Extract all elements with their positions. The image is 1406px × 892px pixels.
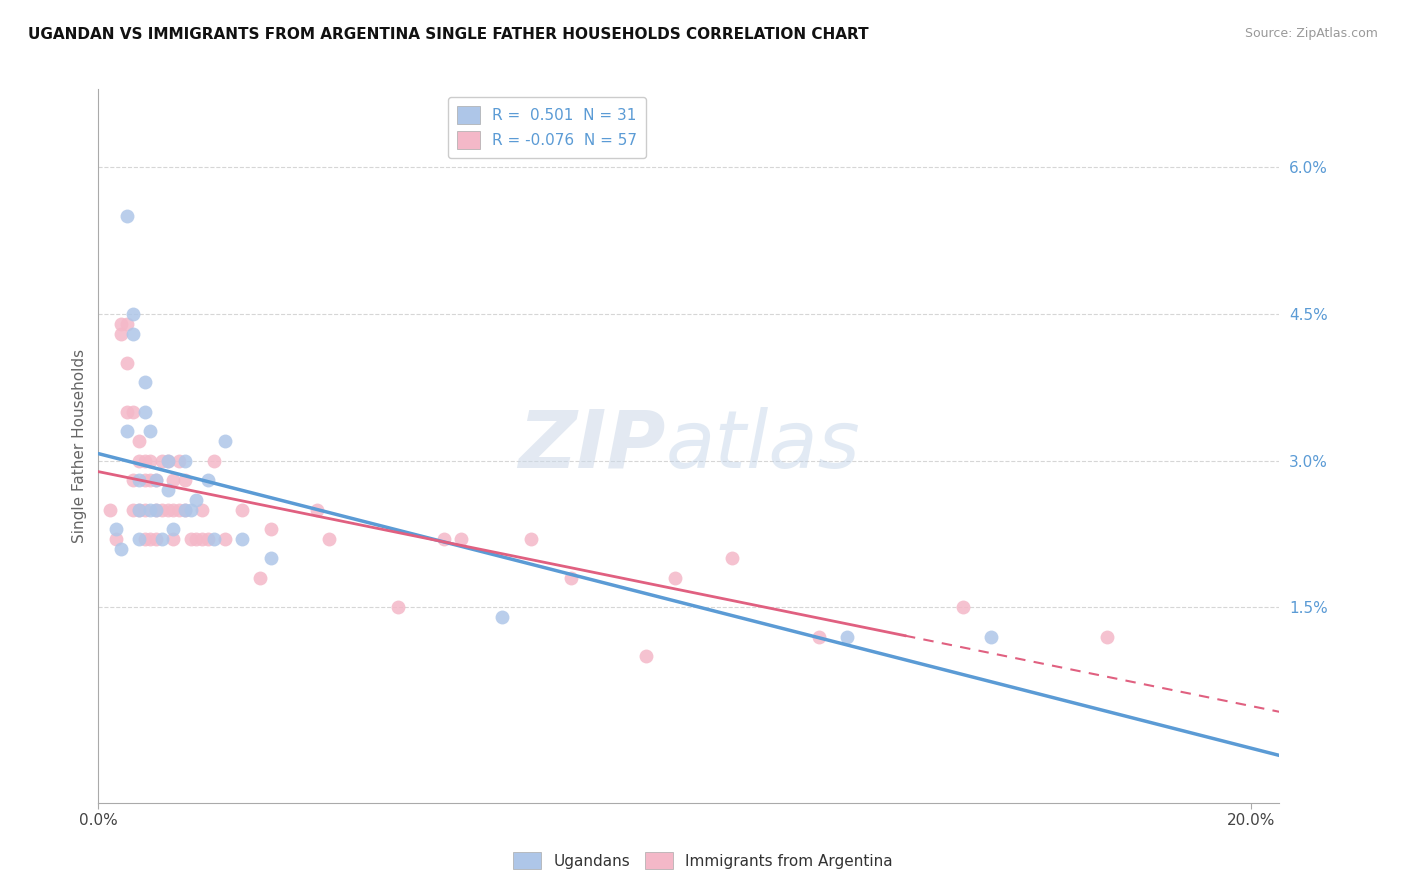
Point: [115, 317, 138, 331]
Point: [110, 541, 132, 556]
Point: [162, 473, 184, 487]
Point: [128, 502, 150, 516]
Point: [173, 473, 195, 487]
Point: [139, 532, 162, 546]
Point: [560, 571, 582, 585]
Point: [433, 532, 456, 546]
Point: [139, 502, 162, 516]
Point: [387, 600, 409, 615]
Point: [139, 473, 162, 487]
Y-axis label: Single Father Households: Single Father Households: [72, 349, 87, 543]
Point: [1095, 630, 1118, 644]
Point: [145, 473, 167, 487]
Point: [173, 453, 195, 467]
Point: [115, 209, 138, 223]
Legend: R =  0.501  N = 31, R = -0.076  N = 57: R = 0.501 N = 31, R = -0.076 N = 57: [449, 97, 647, 158]
Text: Source: ZipAtlas.com: Source: ZipAtlas.com: [1244, 27, 1378, 40]
Legend: Ugandans, Immigrants from Argentina: Ugandans, Immigrants from Argentina: [508, 846, 898, 875]
Point: [491, 610, 513, 624]
Point: [122, 326, 145, 341]
Point: [150, 532, 173, 546]
Point: [150, 502, 173, 516]
Point: [249, 571, 271, 585]
Point: [104, 522, 127, 536]
Point: [186, 532, 208, 546]
Point: [162, 522, 184, 536]
Point: [145, 502, 167, 516]
Point: [191, 502, 214, 516]
Point: [110, 326, 132, 341]
Point: [156, 483, 179, 497]
Point: [115, 405, 138, 419]
Point: [145, 502, 167, 516]
Point: [139, 453, 162, 467]
Point: [173, 502, 195, 516]
Point: [145, 532, 167, 546]
Point: [115, 425, 138, 439]
Text: ZIP: ZIP: [517, 407, 665, 485]
Point: [260, 522, 283, 536]
Point: [202, 453, 225, 467]
Point: [231, 502, 253, 516]
Point: [664, 571, 686, 585]
Point: [186, 492, 208, 507]
Point: [134, 376, 156, 390]
Point: [307, 502, 329, 516]
Point: [162, 502, 184, 516]
Point: [139, 425, 162, 439]
Point: [634, 649, 657, 664]
Point: [197, 532, 219, 546]
Point: [214, 434, 236, 449]
Point: [214, 532, 236, 546]
Point: [231, 532, 253, 546]
Point: [104, 532, 127, 546]
Point: [122, 502, 145, 516]
Point: [197, 473, 219, 487]
Point: [145, 473, 167, 487]
Point: [519, 532, 541, 546]
Point: [837, 630, 859, 644]
Point: [952, 600, 974, 615]
Point: [128, 453, 150, 467]
Point: [156, 453, 179, 467]
Point: [156, 502, 179, 516]
Text: UGANDAN VS IMMIGRANTS FROM ARGENTINA SINGLE FATHER HOUSEHOLDS CORRELATION CHART: UGANDAN VS IMMIGRANTS FROM ARGENTINA SIN…: [28, 27, 869, 42]
Point: [134, 502, 156, 516]
Point: [180, 532, 202, 546]
Point: [156, 453, 179, 467]
Point: [807, 630, 830, 644]
Point: [122, 473, 145, 487]
Point: [173, 502, 195, 516]
Point: [450, 532, 472, 546]
Point: [180, 502, 202, 516]
Point: [150, 453, 173, 467]
Point: [110, 317, 132, 331]
Point: [128, 473, 150, 487]
Point: [191, 532, 214, 546]
Point: [167, 502, 190, 516]
Point: [318, 532, 340, 546]
Point: [98, 502, 121, 516]
Point: [134, 473, 156, 487]
Point: [260, 551, 283, 566]
Point: [122, 405, 145, 419]
Point: [128, 502, 150, 516]
Point: [134, 405, 156, 419]
Point: [128, 434, 150, 449]
Text: atlas: atlas: [665, 407, 860, 485]
Point: [134, 453, 156, 467]
Point: [115, 356, 138, 370]
Point: [122, 307, 145, 321]
Point: [162, 532, 184, 546]
Point: [128, 532, 150, 546]
Point: [134, 532, 156, 546]
Point: [980, 630, 1002, 644]
Point: [721, 551, 744, 566]
Point: [167, 453, 190, 467]
Point: [202, 532, 225, 546]
